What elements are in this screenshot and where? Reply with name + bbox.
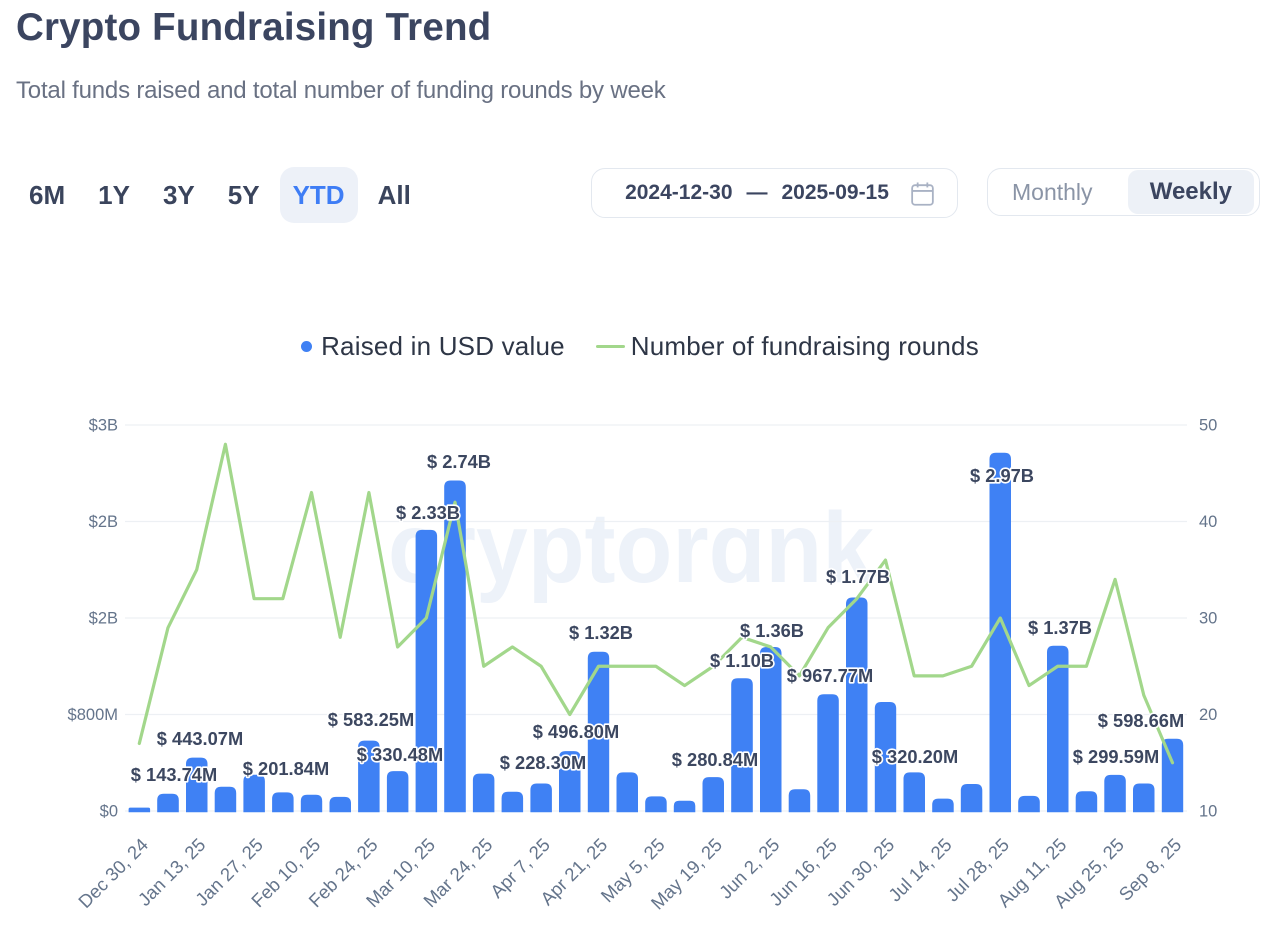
svg-text:$ 228.30M: $ 228.30M	[500, 752, 586, 773]
svg-text:$800M: $800M	[68, 706, 118, 724]
svg-text:$2B: $2B	[89, 513, 118, 531]
svg-text:20: 20	[1199, 706, 1217, 724]
svg-text:$ 583.25M: $ 583.25M	[328, 709, 414, 730]
svg-text:30: 30	[1199, 610, 1217, 628]
svg-text:$ 443.07M: $ 443.07M	[157, 728, 243, 749]
svg-text:$ 280.84M: $ 280.84M	[672, 749, 758, 770]
svg-text:$ 330.48M: $ 330.48M	[357, 744, 443, 765]
svg-text:$ 1.32B: $ 1.32B	[569, 622, 633, 643]
svg-text:$ 201.84M: $ 201.84M	[243, 758, 329, 779]
svg-text:$ 320.20M: $ 320.20M	[872, 746, 958, 767]
svg-text:$ 299.59M: $ 299.59M	[1073, 746, 1159, 767]
svg-text:10: 10	[1199, 803, 1217, 821]
svg-text:$ 1.37B: $ 1.37B	[1028, 617, 1092, 638]
svg-text:$ 1.10B: $ 1.10B	[710, 650, 774, 671]
svg-text:$ 2.97B: $ 2.97B	[970, 465, 1034, 486]
svg-text:$2B: $2B	[89, 610, 118, 628]
svg-text:$ 143.74M: $ 143.74M	[131, 764, 217, 785]
svg-text:$ 2.33B: $ 2.33B	[396, 502, 460, 523]
svg-text:$ 2.74B: $ 2.74B	[427, 451, 491, 472]
svg-text:40: 40	[1199, 513, 1217, 531]
svg-text:$ 1.36B: $ 1.36B	[740, 620, 804, 641]
svg-text:$ 967.77M: $ 967.77M	[787, 665, 873, 686]
svg-text:$ 598.66M: $ 598.66M	[1098, 710, 1184, 731]
svg-text:$0: $0	[100, 803, 118, 821]
svg-text:Sep 8, 25: Sep 8, 25	[1114, 834, 1185, 905]
svg-text:$3B: $3B	[89, 417, 118, 435]
svg-text:$ 496.80M: $ 496.80M	[533, 721, 619, 742]
svg-text:$ 1.77B: $ 1.77B	[826, 566, 890, 587]
svg-text:50: 50	[1199, 417, 1217, 435]
